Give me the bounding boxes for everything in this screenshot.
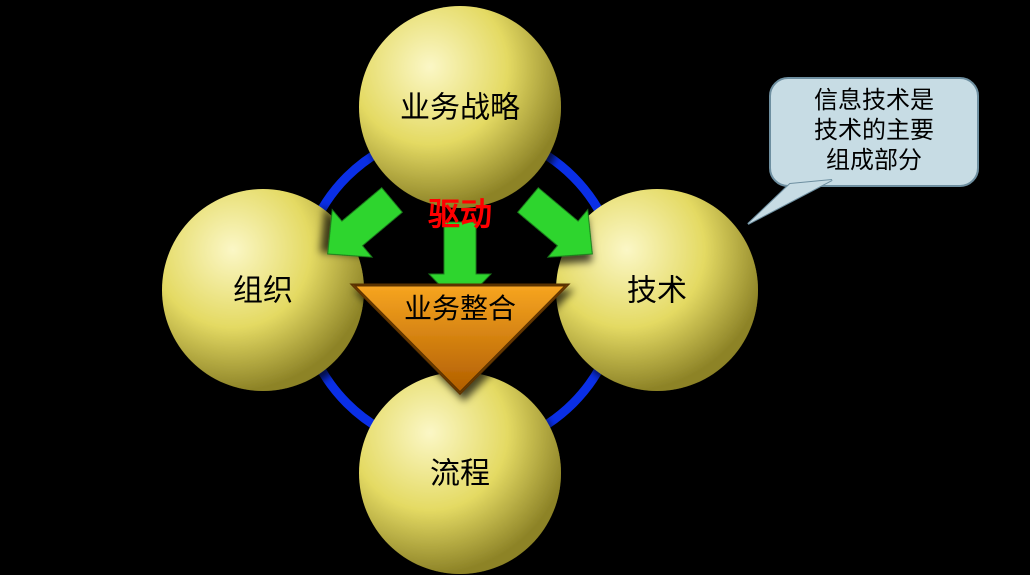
sphere-right-label: 技术 (627, 275, 687, 308)
callout-line-0: 信息技术是 (814, 87, 934, 114)
sphere-top: 业务战略 (359, 6, 561, 208)
sphere-bottom: 流程 (359, 372, 561, 574)
sphere-top-label: 业务战略 (400, 92, 520, 125)
center-label: 驱动 (428, 196, 492, 232)
sphere-left-label: 组织 (233, 275, 293, 308)
callout-line-1: 技术的主要 (814, 117, 934, 144)
integration-triangle-label: 业务整合 (404, 293, 516, 325)
diagram-svg: 业务战略组织 技术流程 驱动业务整合 信息技术是技术的主要组成部分 (0, 0, 1030, 575)
callout-line-2: 组成部分 (826, 147, 922, 174)
sphere-bottom-label: 流程 (430, 458, 490, 491)
diagram-stage: 业务战略组织 技术流程 驱动业务整合 信息技术是技术的主要组成部分 (0, 0, 1030, 575)
